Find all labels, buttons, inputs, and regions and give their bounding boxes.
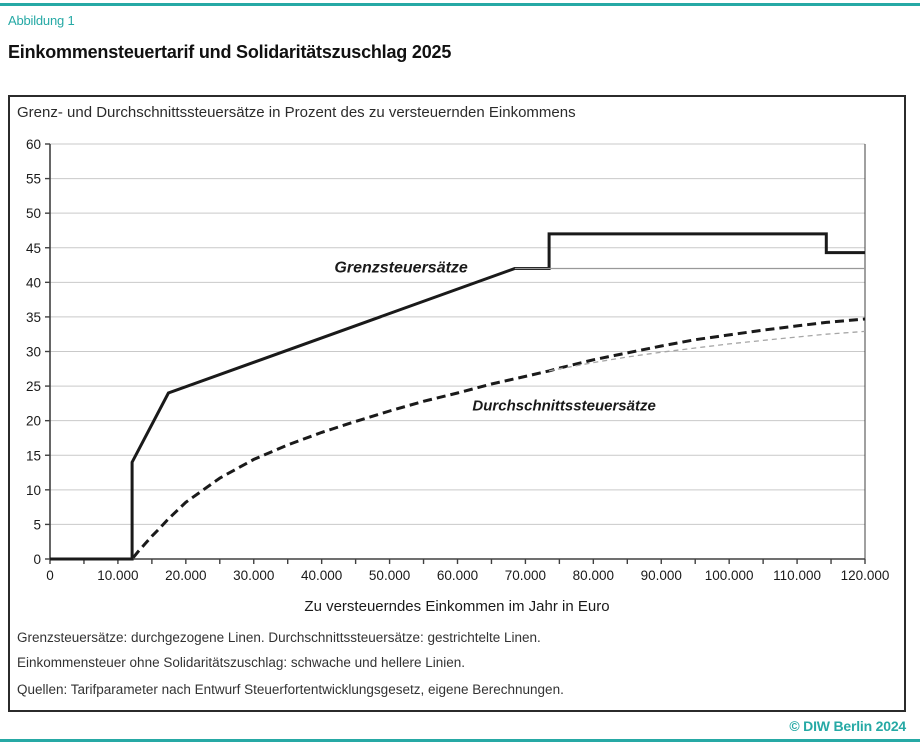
chart-subtitle: Grenz- und Durchschnittssteuersätze in P…: [17, 104, 576, 121]
y-tick-label: 40: [26, 275, 41, 290]
y-tick-label: 5: [33, 517, 41, 532]
x-tick-label: 0: [46, 568, 54, 583]
x-tick-label: 50.000: [369, 568, 410, 583]
tax-rate-line-chart: 0 5 10 15 20 25 30 35 40 45 50 55 60 0 10.000 20.000 30.…: [26, 137, 890, 583]
note-without-soli: Einkommensteuer ohne Solidaritätszuschla…: [17, 655, 466, 670]
y-tick-label: 0: [33, 552, 41, 567]
x-tick-label: 80.000: [573, 568, 614, 583]
y-tick-label: 15: [26, 448, 41, 463]
y-tick-label: 50: [26, 206, 41, 221]
y-tick-label: 25: [26, 379, 41, 394]
series-dashed-bold: [50, 317, 866, 561]
y-tick-label: 55: [26, 172, 41, 187]
x-tick-label: 10.000: [97, 568, 138, 583]
note-line-styles: Grenzsteuersätze: durchgezogene Linen. D…: [17, 630, 541, 645]
y-tick-label: 10: [26, 483, 41, 498]
figure-number-label: Abbildung 1: [8, 13, 75, 28]
series-annotation: Durchschnittssteuersätze: [472, 397, 655, 414]
x-tick-label: 70.000: [505, 568, 546, 583]
y-tick-label: 20: [26, 414, 41, 429]
x-tick-label: 30.000: [233, 568, 274, 583]
series-dashed-thin: [548, 330, 866, 372]
y-tick-label: 30: [26, 345, 41, 360]
x-tick-label: 90.000: [641, 568, 682, 583]
x-tick-label: 120.000: [841, 568, 890, 583]
x-axis-title: Zu versteuerndes Einkommen im Jahr in Eu…: [304, 598, 610, 615]
copyright-label: © DIW Berlin 2024: [789, 718, 906, 734]
x-tick-label: 40.000: [301, 568, 342, 583]
x-tick-label: 100.000: [705, 568, 754, 583]
series-annotation: Grenzsteuersätze: [334, 260, 467, 277]
x-tick-label: 60.000: [437, 568, 478, 583]
x-tick-label: 110.000: [773, 568, 821, 583]
y-tick-label: 45: [26, 241, 41, 256]
note-sources: Quellen: Tarifparameter nach Entwurf Ste…: [17, 682, 564, 697]
page-title: Einkommensteuertarif und Solidaritätszus…: [8, 42, 452, 62]
chart-frame: Grenz- und Durchschnittssteuersätze in P…: [8, 95, 906, 712]
bottom-accent-rule: [0, 739, 920, 742]
top-accent-rule: [0, 3, 920, 6]
y-tick-label: 60: [26, 137, 41, 152]
x-tick-label: 20.000: [165, 568, 206, 583]
y-tick-label: 35: [26, 310, 41, 325]
